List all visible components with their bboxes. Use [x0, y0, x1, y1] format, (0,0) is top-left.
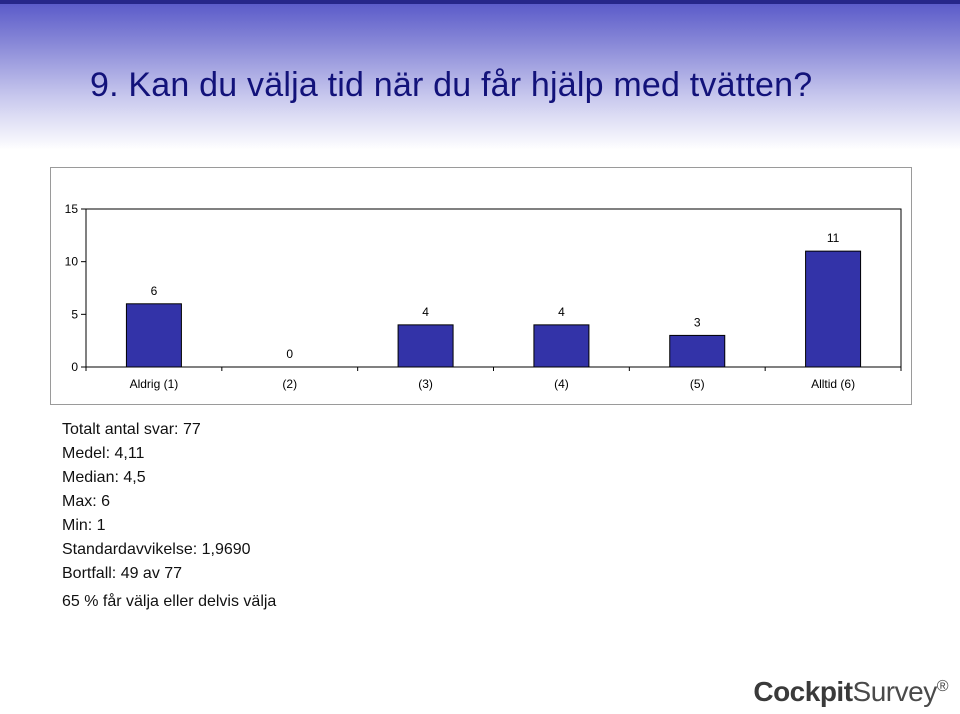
page-title: 9. Kan du välja tid när du får hjälp med… [90, 66, 813, 104]
x-tick-label: Alltid (6) [811, 377, 855, 391]
bar [805, 250, 862, 368]
x-tick-label: (3) [418, 377, 433, 391]
logo-bold-text: Cockpit [753, 676, 853, 707]
x-tick-label: (4) [554, 377, 569, 391]
data-label: 3 [694, 315, 701, 329]
data-label: 0 [286, 347, 293, 361]
data-label: 11 [827, 231, 840, 245]
x-tick-label: (5) [690, 377, 705, 391]
stat-stddev: Standardavvikelse: 1,9690 [62, 541, 251, 558]
data-label: 6 [151, 284, 158, 298]
data-label: 4 [422, 305, 429, 319]
stat-max: Max: 6 [62, 493, 111, 510]
bar [125, 303, 182, 368]
y-tick-label: 5 [71, 307, 78, 321]
chart-svg: 0 5 10 15 6 Aldrig (1) 0 (2) 4 (3) 4 (4) 3 (5) 11 Allti… [65, 202, 902, 391]
stat-min: Min: 1 [62, 517, 106, 534]
statistics-block: Totalt antal svar: 77 Medel: 4,11 Median… [62, 418, 276, 614]
stat-mean: Medel: 4,11 [62, 445, 145, 462]
logo-regular-text: Survey [852, 676, 938, 707]
y-tick-label: 0 [71, 360, 78, 374]
stat-summary: 65 % får välja eller delvis välja [62, 593, 277, 610]
bar [533, 324, 590, 368]
x-tick-label: (2) [282, 377, 297, 391]
plot-area [85, 208, 902, 368]
bar [669, 334, 726, 368]
logo-registered-mark: ® [936, 678, 949, 695]
bar [397, 324, 454, 368]
y-tick-label: 10 [65, 255, 79, 269]
header-band [0, 0, 960, 150]
stat-total: Totalt antal svar: 77 [62, 421, 201, 438]
stat-median: Median: 4,5 [62, 469, 146, 486]
stat-dropout: Bortfall: 49 av 77 [62, 565, 183, 582]
x-tick-label: Aldrig (1) [130, 377, 179, 391]
data-label: 4 [558, 305, 565, 319]
cockpitsurvey-logo: CockpitSurvey® [753, 676, 948, 708]
y-tick-label: 15 [65, 202, 79, 216]
bar-chart: 0 5 10 15 6 Aldrig (1) 0 (2) 4 (3) 4 (4) 3 (5) 11 Allti… [50, 167, 912, 405]
